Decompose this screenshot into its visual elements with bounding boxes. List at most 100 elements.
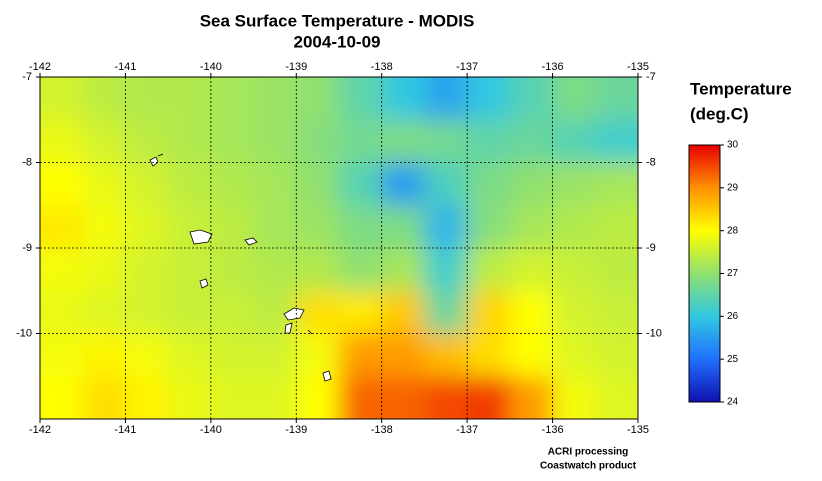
sst-cell	[595, 162, 638, 207]
sst-cell	[210, 162, 255, 207]
islands	[149, 153, 332, 382]
sst-cell	[424, 290, 469, 335]
y-tick-label: -9	[646, 242, 656, 254]
colorbar-tick-label: 26	[727, 311, 739, 322]
x-tick-label: -139	[285, 424, 307, 436]
sst-cell	[296, 290, 340, 335]
sst-cell	[82, 290, 127, 335]
sst-cell	[339, 248, 383, 292]
sst-cell	[253, 162, 298, 207]
colorbar-tick-label: 28	[727, 225, 739, 236]
date: 2004-10-09	[294, 32, 381, 51]
sst-cell	[467, 119, 511, 164]
sst-cell	[552, 162, 597, 207]
sst-cell	[82, 248, 127, 292]
colorbar	[688, 144, 721, 403]
sst-cell	[125, 77, 170, 121]
sst-cell	[339, 290, 383, 335]
sst-cell	[296, 119, 340, 164]
sst-cell	[509, 119, 554, 164]
sst-cell	[595, 77, 638, 121]
sst-cell	[82, 205, 127, 249]
y-tick-label: -9	[22, 242, 32, 254]
x-tick-label: -141	[114, 61, 136, 73]
island	[189, 229, 213, 245]
sst-cell	[168, 333, 212, 378]
island	[149, 153, 164, 167]
sst-cell	[552, 248, 597, 292]
sst-cell	[125, 205, 170, 249]
sst-cell	[467, 248, 511, 292]
x-tick-label: -135	[627, 61, 649, 73]
sst-cell	[168, 290, 212, 335]
sst-cell	[296, 205, 340, 249]
colorbar-title: (deg.C)	[690, 104, 749, 123]
sst-cell	[82, 162, 127, 207]
island	[199, 278, 209, 289]
sst-cell	[40, 162, 84, 207]
colorbar-tick-label: 29	[727, 182, 739, 193]
sst-cell	[168, 119, 212, 164]
sst-cell	[509, 77, 554, 121]
x-tick-label: -140	[200, 424, 222, 436]
colorbar-tick-label: 24	[727, 397, 739, 408]
sst-cell	[210, 119, 255, 164]
sst-cell	[210, 333, 255, 378]
sst-cell	[82, 77, 127, 121]
sst-cell	[381, 162, 426, 207]
sst-cell	[125, 290, 170, 335]
sst-cell	[552, 77, 597, 121]
sst-cell	[210, 248, 255, 292]
sst-cell	[40, 119, 84, 164]
sst-cell	[339, 376, 383, 419]
sst-cell	[509, 248, 554, 292]
sst-cell	[296, 77, 340, 121]
sst-cell	[296, 333, 340, 378]
colorbar-tick-label: 27	[727, 268, 739, 279]
sst-cell	[381, 77, 426, 121]
sst-cell	[339, 162, 383, 207]
sst-cell	[424, 162, 469, 207]
sst-cell	[424, 119, 469, 164]
sst-cell	[82, 333, 127, 378]
colorbar-tick-label: 30	[727, 140, 739, 151]
y-tick-label: -7	[22, 71, 32, 83]
sst-cell	[40, 77, 84, 121]
sst-cell	[424, 376, 469, 419]
sst-cell	[595, 119, 638, 164]
sst-cell	[40, 376, 84, 419]
sst-cell	[339, 333, 383, 378]
sst-cell	[253, 205, 298, 249]
x-tick-label: -135	[627, 424, 649, 436]
sst-cell	[552, 333, 597, 378]
sst-cell	[40, 248, 84, 292]
credit: Coastwatch product	[540, 461, 637, 472]
sst-cell	[381, 248, 426, 292]
sst-cell	[339, 77, 383, 121]
sst-field	[40, 77, 638, 419]
sst-cell	[125, 162, 170, 207]
sst-cell	[40, 333, 84, 378]
sst-cell	[552, 119, 597, 164]
sst-cell	[168, 162, 212, 207]
x-tick-label: -139	[285, 61, 307, 73]
x-tick-label: -138	[371, 61, 393, 73]
sst-cell	[210, 290, 255, 335]
x-tick-label: -141	[114, 424, 136, 436]
sst-cell	[552, 205, 597, 249]
x-tick-label: -136	[542, 61, 564, 73]
sst-cell	[424, 77, 469, 121]
sst-cell	[595, 205, 638, 249]
sst-cell	[509, 376, 554, 419]
sst-cell	[467, 77, 511, 121]
credit: ACRI processing	[548, 447, 629, 458]
sst-cell	[595, 290, 638, 335]
sst-cell	[168, 376, 212, 419]
y-tick-label: -10	[646, 327, 662, 339]
sst-cell	[509, 205, 554, 249]
sst-cell	[296, 162, 340, 207]
x-tick-label: -142	[29, 61, 51, 73]
x-tick-label: -137	[456, 61, 478, 73]
sst-cell	[381, 333, 426, 378]
sst-cell	[253, 119, 298, 164]
